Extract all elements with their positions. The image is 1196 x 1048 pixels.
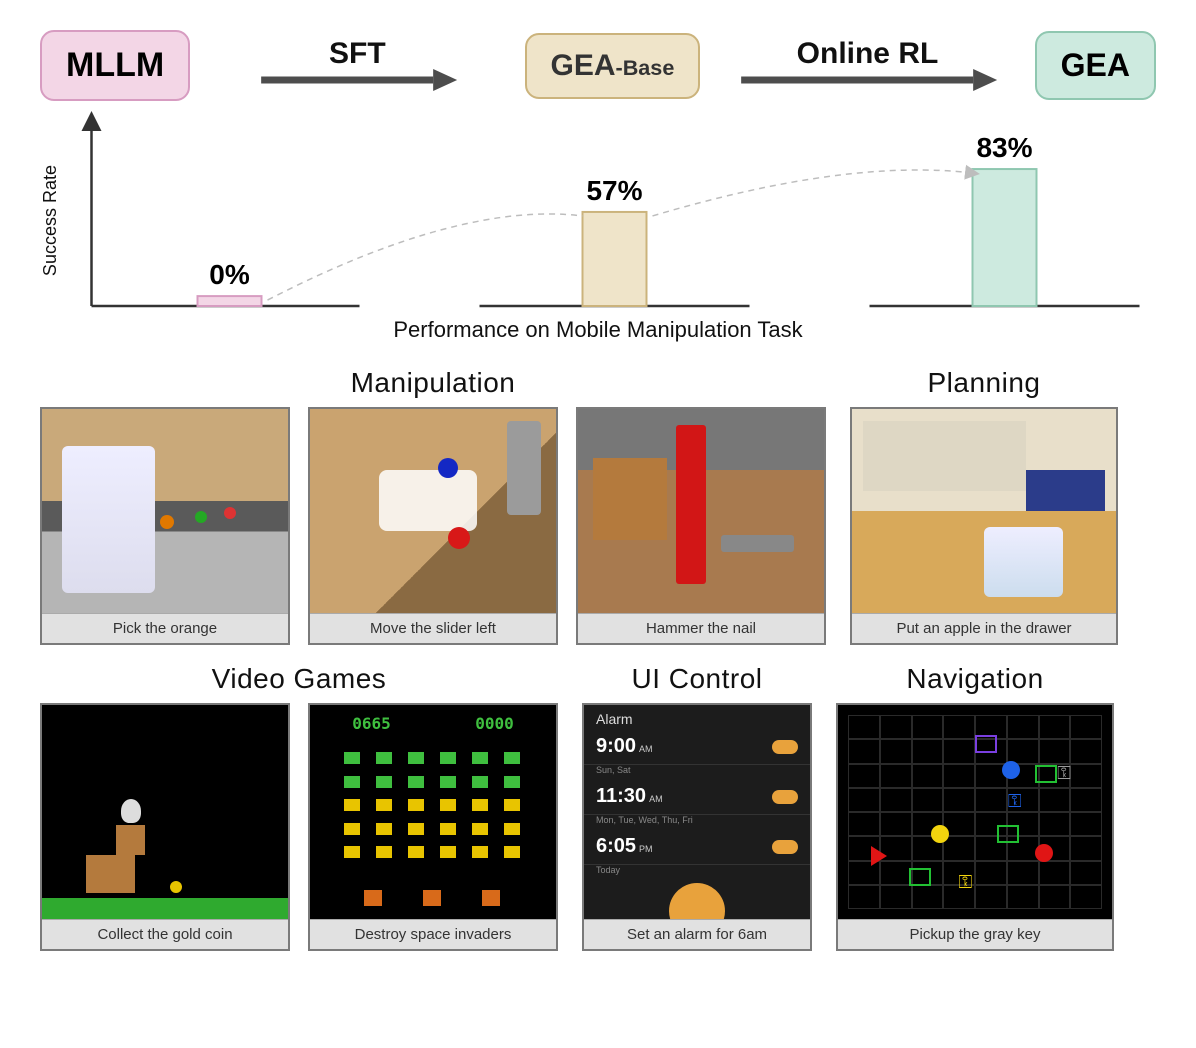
arrow-sft: SFT xyxy=(190,37,524,95)
svg-text:0%: 0% xyxy=(209,259,250,290)
stage-gea-base: GEA-Base xyxy=(525,33,701,99)
arrow-icon xyxy=(196,65,518,95)
task-thumbnail: Put an apple in the drawer xyxy=(850,407,1118,645)
group-title: UI Control xyxy=(631,663,762,695)
svg-text:57%: 57% xyxy=(586,175,642,206)
thumbnail-scene xyxy=(852,409,1116,613)
group-title: Manipulation xyxy=(351,367,516,399)
group-title: Video Games xyxy=(212,663,387,695)
group-title: Planning xyxy=(928,367,1041,399)
thumbnail-caption: Hammer the nail xyxy=(578,613,824,643)
stage-sublabel: -Base xyxy=(616,55,675,80)
thumbnail-caption: Pick the orange xyxy=(42,613,288,643)
task-grid: Manipulation Pick the orange Move the sl… xyxy=(40,367,1156,951)
task-thumbnail: Hammer the nail xyxy=(576,407,826,645)
arrow-icon xyxy=(706,65,1028,95)
thumbnail-caption: Move the slider left xyxy=(310,613,556,643)
svg-text:83%: 83% xyxy=(976,132,1032,163)
task-thumbnail: Alarm9:00AMSun, Sat11:30AMMon, Tue, Wed,… xyxy=(582,703,812,951)
thumbnail-scene xyxy=(42,409,288,613)
thumbnail-scene xyxy=(42,705,288,919)
thumbnail-caption: Destroy space invaders xyxy=(310,919,556,949)
stage-label: MLLM xyxy=(66,46,164,84)
thumbnail-caption: Put an apple in the drawer xyxy=(852,613,1116,643)
thumbnail-scene: ⚿ ⚿ ⚿ xyxy=(838,705,1112,919)
y-axis-label: Success Rate xyxy=(40,155,61,276)
task-thumbnail: ⚿ ⚿ ⚿ Pickup the gray key xyxy=(836,703,1114,951)
task-group: Planning Put an apple in the drawer xyxy=(850,367,1118,645)
thumbnail-scene xyxy=(310,409,556,613)
success-rate-chart: Success Rate 0% 57% 83% xyxy=(40,111,1156,321)
task-group: Manipulation Pick the orange Move the sl… xyxy=(40,367,826,645)
stage-gea: GEA xyxy=(1035,31,1156,100)
thumbnail-scene: 06650000 xyxy=(310,705,556,919)
arrow-online-rl: Online RL xyxy=(700,37,1034,95)
task-row: Video Games Collect the gold coin 0665000… xyxy=(40,663,1156,951)
task-row: Manipulation Pick the orange Move the sl… xyxy=(40,367,1156,645)
task-thumbnail: Collect the gold coin xyxy=(40,703,290,951)
thumbnail-caption: Set an alarm for 6am xyxy=(584,919,810,949)
thumbnail-caption: Collect the gold coin xyxy=(42,919,288,949)
thumbnail-caption: Pickup the gray key xyxy=(838,919,1112,949)
stage-mllm: MLLM xyxy=(40,30,190,101)
group-title: Navigation xyxy=(906,663,1043,695)
task-thumbnail: Move the slider left xyxy=(308,407,558,645)
task-thumbnail: Pick the orange xyxy=(40,407,290,645)
task-group: Video Games Collect the gold coin 0665000… xyxy=(40,663,558,951)
pipeline-row: MLLM SFT GEA-Base Online RL GEA xyxy=(40,30,1156,101)
stage-label: GEA xyxy=(551,49,616,82)
task-thumbnail: 06650000 Destroy space invaders xyxy=(308,703,558,951)
bar-chart-svg: 0% 57% 83% xyxy=(63,111,1156,321)
task-group: Navigation ⚿ ⚿ ⚿ Pickup the gray key xyxy=(836,663,1114,951)
thumbnail-scene xyxy=(578,409,824,613)
thumbnail-scene: Alarm9:00AMSun, Sat11:30AMMon, Tue, Wed,… xyxy=(584,705,810,919)
task-group: UI Control Alarm9:00AMSun, Sat11:30AMMon,… xyxy=(582,663,812,951)
stage-label: GEA xyxy=(1061,47,1130,83)
